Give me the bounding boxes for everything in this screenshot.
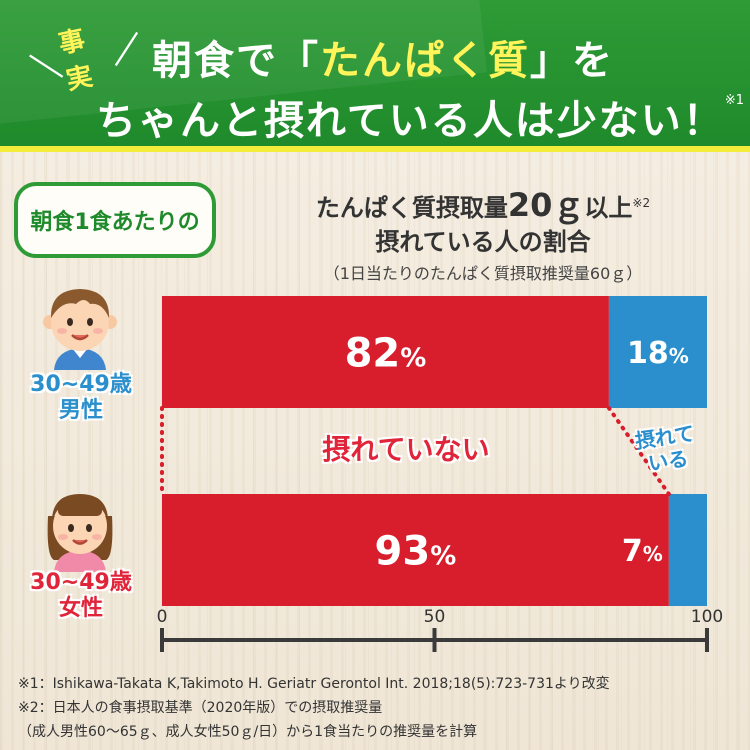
not-taking-annotation: 摂れていない	[322, 433, 490, 466]
bar-label-female-not-taking: 93%	[375, 528, 457, 574]
bar-male-not-taking	[162, 296, 609, 408]
bar-label-male-not-taking: 82%	[345, 330, 427, 376]
headline-line2-text: ちゃんと摂れている人は少ない！	[96, 98, 725, 144]
x-tick-label-100: 100	[691, 607, 723, 627]
connector-split	[606, 406, 671, 496]
chart-title-line2: 摂れている人の割合	[375, 228, 591, 256]
bar-male-taking	[608, 296, 707, 408]
male-age-label: 30~49歳	[30, 372, 132, 397]
male-sex-label: 男性	[58, 398, 103, 423]
female-avatar-icon	[47, 494, 113, 572]
bar-label-female-taking: 7%	[622, 534, 663, 569]
bar-label-male-taking: 18%	[627, 336, 689, 371]
footnote-3: （成人男性60～65ｇ、成人女性50ｇ/日）から1食当たりの推奨量を計算	[18, 724, 478, 740]
header-banner: ＼ 事実 ／ 朝食で「たんぱく質」を ちゃんと摂れている人は少ない！※1	[0, 0, 750, 152]
chart-title-pre: たんぱく質摂取量	[315, 194, 508, 222]
chart-title-note: ※2	[632, 196, 651, 210]
footnote-1: ※1：Ishikawa-Takata K,Takimoto H. Geriatr…	[18, 676, 610, 692]
female-group-label: 30~49歳 女性	[26, 570, 136, 622]
chart-title-line3: （1日当たりのたんぱく質摂取推奨量60ｇ）	[323, 264, 643, 283]
male-group-label: 30~49歳 男性	[26, 372, 136, 424]
headline-line1-after: 」を	[530, 38, 614, 84]
headline-line1: 朝食で「たんぱく質」を	[152, 28, 712, 84]
footnotes: ※1：Ishikawa-Takata K,Takimoto H. Geriatr…	[18, 672, 743, 744]
headline-highlight: たんぱく質	[320, 38, 530, 84]
x-tick-label-0: 0	[157, 607, 168, 627]
x-tick-label-50: 50	[424, 607, 446, 627]
footnote-2: ※2：日本人の食事摂取基準（2020年版）での摂取推奨量	[18, 700, 383, 716]
female-age-label: 30~49歳	[30, 570, 132, 595]
chart-title-amount: 20ｇ	[507, 186, 585, 224]
headline-line2: ちゃんと摂れている人は少ない！※1	[96, 88, 744, 144]
chart-title-post: 以上	[584, 194, 633, 222]
bar-female-taking	[668, 494, 707, 606]
male-avatar-icon	[43, 289, 117, 370]
chart-title-line1: たんぱく質摂取量20ｇ以上※2	[228, 180, 738, 224]
female-sex-label: 女性	[58, 596, 103, 621]
per-breakfast-badge: 朝食1食あたりの	[14, 182, 216, 258]
headline-line1-before: 朝食で「	[152, 38, 320, 84]
bar-female-not-taking	[162, 494, 669, 606]
headline-note-mark: ※1	[724, 92, 744, 108]
